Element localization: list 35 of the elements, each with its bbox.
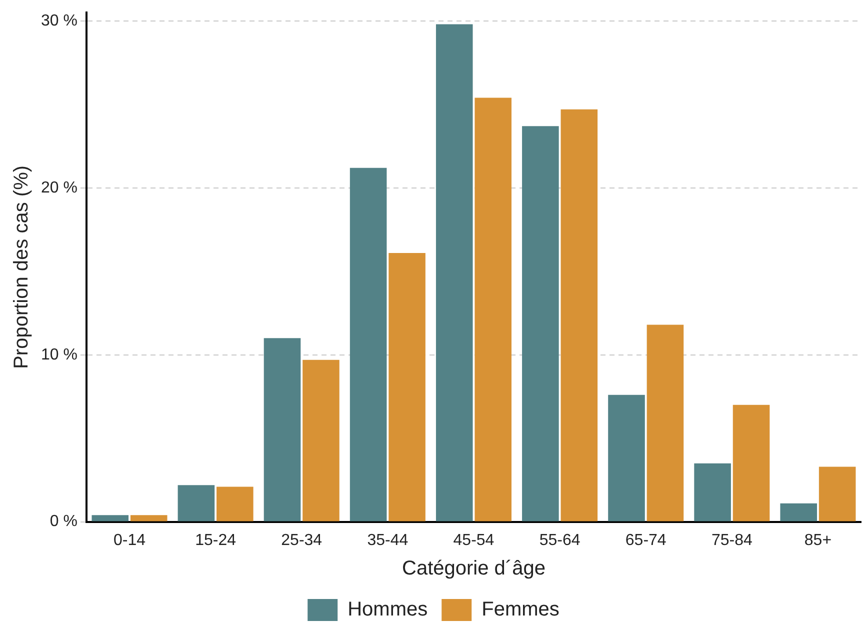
- bar: [780, 503, 818, 522]
- bar: [130, 515, 168, 522]
- legend-label: Femmes: [482, 598, 560, 621]
- bar: [732, 404, 770, 522]
- bar: [694, 463, 731, 522]
- y-axis-title: Proportion des cas (%): [10, 165, 33, 369]
- x-tick-label: 85+: [804, 532, 832, 549]
- bar: [216, 486, 254, 522]
- bar: [608, 394, 645, 522]
- bar: [302, 360, 340, 522]
- bar: [178, 485, 215, 522]
- x-tick-label: 75-84: [711, 532, 752, 549]
- x-tick-label: 45-54: [453, 532, 494, 549]
- legend-label: Hommes: [348, 598, 428, 621]
- bar: [474, 98, 512, 522]
- y-tick-label: 10 %: [41, 346, 78, 364]
- bar: [350, 168, 387, 522]
- y-tick-label: 0 %: [50, 513, 78, 530]
- bar: [388, 253, 426, 522]
- x-tick-label: 55-64: [539, 532, 580, 549]
- bar: [264, 338, 301, 522]
- bar: [560, 109, 598, 522]
- bar: [646, 324, 684, 522]
- x-axis-title: Catégorie d´âge: [402, 558, 546, 580]
- x-tick-label: 0-14: [113, 532, 146, 549]
- bar: [522, 126, 559, 522]
- y-tick-label: 30 %: [41, 12, 78, 30]
- x-tick-label: 25-34: [281, 532, 322, 549]
- bar: [92, 515, 129, 522]
- bar: [818, 466, 856, 522]
- x-tick-label: 35-44: [367, 532, 408, 549]
- x-tick-label: 65-74: [625, 532, 666, 549]
- bar: [436, 24, 473, 522]
- x-tick-label: 15-24: [195, 532, 236, 549]
- y-tick-label: 20 %: [41, 179, 78, 196]
